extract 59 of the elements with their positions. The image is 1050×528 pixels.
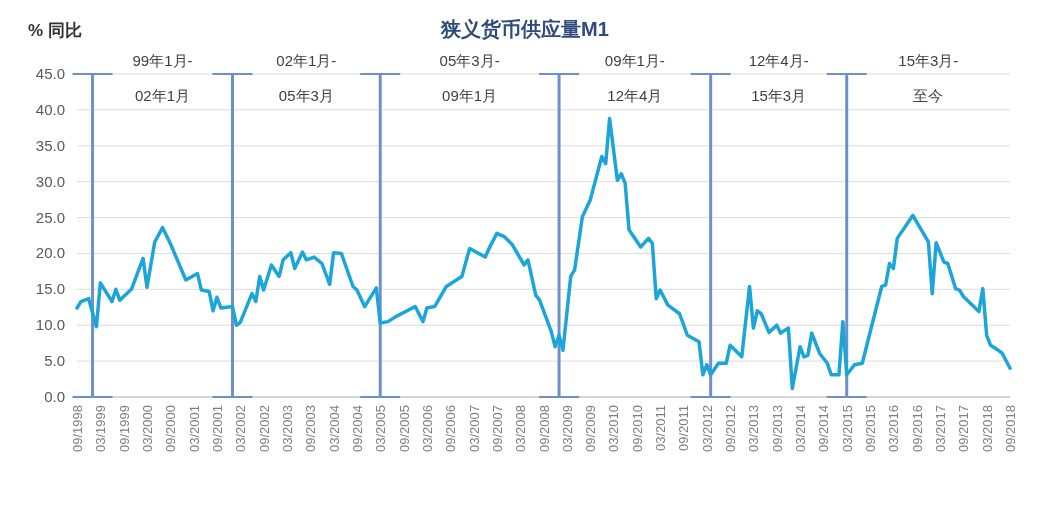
x-tick-label: 03/2000 [139, 405, 155, 452]
annotation: 09年1月-12年4月 [604, 52, 665, 104]
x-tick-label: 03/2008 [513, 405, 529, 452]
chart-title: 狭义货币供应量M1 [440, 18, 609, 40]
x-tick-label: 03/2011 [653, 405, 669, 452]
annotation: 05年3月-09年1月 [439, 52, 500, 104]
x-tick-label: 09/1998 [70, 405, 85, 452]
x-tick-label: 03/2007 [466, 405, 482, 452]
x-tick-label: 03/1999 [93, 405, 109, 452]
x-tick-label: 03/2003 [279, 405, 295, 452]
x-tick-label: 09/1999 [116, 405, 132, 452]
annotation: 15年3月-至今 [898, 52, 959, 104]
x-tick-label: 03/2010 [606, 405, 622, 452]
x-tick-label: 03/2018 [979, 405, 995, 452]
x-tick-label: 09/2005 [396, 405, 412, 452]
x-tick-label: 09/2012 [723, 405, 739, 452]
x-tick-label: 09/2010 [629, 405, 645, 452]
x-tick-label: 09/2002 [256, 405, 272, 452]
x-tick-label: 03/2002 [233, 405, 249, 452]
y-tick-label: 25.0 [35, 208, 65, 226]
x-tick-label: 09/2007 [489, 405, 505, 452]
x-tick-label: 09/2006 [443, 405, 459, 452]
x-tick-label: 09/2003 [303, 405, 319, 452]
x-tick-label: 03/2017 [933, 405, 949, 452]
x-tick-label: 03/2006 [419, 405, 435, 452]
y-tick-label: 45.0 [35, 65, 65, 82]
annotation: 99年1月-02年1月 [132, 52, 193, 104]
x-tick-label: 09/2001 [209, 405, 225, 452]
x-tick-label: 09/2011 [676, 405, 692, 452]
y-tick-label: 10.0 [35, 316, 65, 334]
x-tick-label: 03/2004 [326, 405, 342, 452]
x-tick-label: 09/2015 [863, 405, 879, 452]
x-tick-label: 09/2017 [956, 405, 972, 452]
x-tick-label: 09/2016 [909, 405, 925, 452]
x-tick-label: 09/2018 [1003, 405, 1018, 452]
x-tick-label: 09/2000 [163, 405, 179, 452]
x-tick-label: 03/2005 [373, 405, 389, 452]
y-tick-label: 20.0 [35, 244, 65, 262]
x-tick-label: 03/2009 [559, 405, 575, 452]
y-tick-label: 40.0 [35, 100, 65, 118]
y-tick-label: 5.0 [44, 352, 65, 370]
x-tick-label: 09/2014 [816, 405, 832, 452]
x-tick-label: 03/2012 [699, 405, 715, 452]
x-tick-label: 03/2015 [839, 405, 855, 452]
annotation: 12年4月-15年3月 [748, 52, 809, 104]
y-tick-label: 15.0 [35, 280, 65, 298]
x-tick-label: 03/2016 [886, 405, 902, 452]
x-tick-label: 09/2008 [536, 405, 552, 452]
x-tick-label: 03/2001 [186, 405, 202, 452]
x-tick-label: 09/2013 [769, 405, 785, 452]
x-tick-label: 09/2009 [583, 405, 599, 452]
x-tick-label: 03/2014 [793, 405, 809, 452]
y-axis-title: % 同比 [28, 21, 82, 40]
x-tick-label: 03/2013 [746, 405, 762, 452]
y-tick-label: 35.0 [35, 136, 65, 154]
annotation: 02年1月-05年3月 [276, 52, 337, 104]
y-tick-label: 0.0 [44, 388, 65, 405]
x-tick-label: 09/2004 [349, 405, 365, 452]
y-tick-label: 30.0 [35, 172, 65, 190]
